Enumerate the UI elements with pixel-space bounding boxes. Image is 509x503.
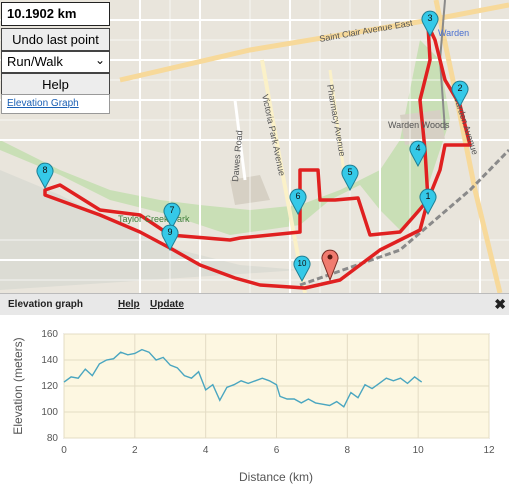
route-end-marker[interactable] (321, 249, 339, 282)
route-markers: 1 2 3 4 5 6 7 8 9 10 (36, 10, 469, 283)
y-tick-label: 80 (47, 433, 59, 444)
map-label-warden-woods: Warden Woods (388, 120, 450, 130)
x-tick-label: 2 (132, 445, 138, 456)
distance-display: 10.1902 km (1, 2, 110, 26)
y-tick-label: 120 (41, 381, 58, 392)
elevation-update-link[interactable]: Update (150, 299, 184, 310)
route-marker-label: 4 (415, 143, 420, 153)
elevation-help-link[interactable]: Help (118, 299, 140, 310)
victoria-park-road (260, 59, 307, 293)
x-tick-label: 0 (61, 445, 67, 456)
rail-line (299, 148, 509, 287)
route-marker-3[interactable]: 3 (421, 10, 439, 38)
route-marker-label: 2 (457, 83, 462, 93)
chart-y-ticks: 80 100 120 140 160 (41, 329, 58, 444)
y-tick-label: 140 (41, 355, 58, 366)
route-marker-label: 3 (427, 13, 432, 23)
elevation-panel-title: Elevation graph (8, 299, 84, 310)
route-marker-label: 1 (425, 191, 430, 201)
map-label-warden-station: Warden (438, 28, 469, 38)
route-marker-8[interactable]: 8 (36, 162, 54, 190)
route-marker-label: 10 (298, 259, 307, 268)
chart-grid (63, 333, 490, 439)
route-marker-7[interactable]: 7 (163, 202, 181, 230)
x-tick-label: 4 (203, 445, 209, 456)
mode-select[interactable]: Run/Walk ⌄ (1, 51, 110, 73)
mode-select-value: Run/Walk (7, 54, 63, 69)
chart-x-axis-title: Distance (km) (239, 470, 313, 484)
route-marker-5[interactable]: 5 (341, 164, 359, 192)
map-label-taylor-creek: Taylor Creek Park (118, 214, 190, 224)
route-map[interactable]: Saint Clair Avenue East Warden Warden Wo… (0, 0, 509, 293)
route-marker-9[interactable]: 9 (161, 224, 179, 252)
x-tick-label: 12 (483, 445, 495, 456)
chevron-down-icon: ⌄ (94, 53, 105, 67)
help-button[interactable]: Help (1, 73, 110, 96)
close-icon[interactable]: ✖ (494, 296, 506, 312)
y-tick-label: 160 (41, 329, 58, 340)
warden-road (433, 0, 503, 293)
pharmacy-road (328, 69, 347, 181)
route-marker-10[interactable]: 10 (293, 255, 311, 283)
dawes-road (233, 99, 247, 181)
route-marker-4[interactable]: 4 (409, 140, 427, 168)
elevation-panel-header: Elevation graph Help Update ✖ (0, 293, 509, 315)
x-tick-label: 6 (274, 445, 280, 456)
undo-last-point-button[interactable]: Undo last point (1, 28, 110, 51)
map-label-dawes: Dawes Road (230, 130, 244, 182)
route-marker-1[interactable]: 1 (419, 188, 437, 216)
route-marker-label: 6 (295, 191, 300, 201)
elevation-chart: 80 100 120 140 160 0 2 4 6 8 10 12 Distance (km) E… (0, 314, 509, 498)
route-marker-6[interactable]: 6 (289, 188, 307, 216)
elevation-chart-svg: 80 100 120 140 160 0 2 4 6 8 10 12 Distance (km) E… (11, 329, 495, 484)
route-marker-label: 7 (169, 205, 174, 215)
park-area (0, 40, 450, 235)
y-tick-label: 100 (41, 407, 58, 418)
elevation-graph-link[interactable]: Elevation Graph (1, 94, 110, 114)
x-tick-label: 10 (413, 445, 425, 456)
chart-x-ticks: 0 2 4 6 8 10 12 (61, 445, 495, 456)
st-clair-road (119, 2, 509, 83)
map-label-victoria-park: Victoria Park Avenue (260, 93, 287, 176)
x-tick-label: 8 (345, 445, 351, 456)
route-marker-label: 5 (347, 167, 352, 177)
chart-y-axis-title: Elevation (meters) (11, 337, 25, 434)
route-marker-label: 8 (42, 165, 47, 175)
elevation-series-line (63, 348, 423, 408)
route-marker-2[interactable]: 2 (451, 80, 469, 108)
route-marker-label: 9 (167, 227, 172, 237)
